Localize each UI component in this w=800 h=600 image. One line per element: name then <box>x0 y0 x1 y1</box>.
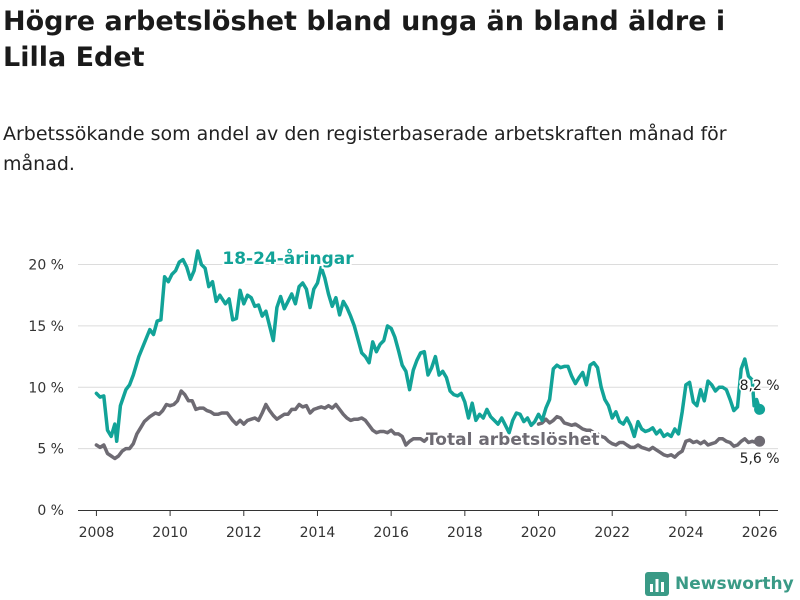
x-tick-label: 2026 <box>742 525 778 541</box>
series-line-total <box>94 389 452 461</box>
series-label-youth: 18-24-åringar <box>222 247 354 269</box>
brand-logo: Newsworthy <box>645 570 794 598</box>
x-axis-ticks: 2008 2010 2012 2014 2016 2018 2020 2022 2024 2026 <box>79 510 778 541</box>
y-tick-label: 5 % <box>37 442 64 458</box>
x-tick-label: 2010 <box>152 525 188 541</box>
end-marker-total <box>754 435 766 447</box>
brand-name: Newsworthy <box>675 574 794 594</box>
x-tick-label: 2012 <box>226 525 262 541</box>
y-tick-label: 0 % <box>37 503 64 519</box>
end-marker-youth <box>754 403 766 415</box>
x-tick-label: 2022 <box>594 525 630 541</box>
y-tick-label: 10 % <box>28 380 64 396</box>
series-line-total-continued <box>536 414 762 459</box>
y-tick-label: 20 % <box>28 258 64 274</box>
series-lines <box>94 249 766 461</box>
x-tick-label: 2018 <box>447 525 483 541</box>
end-value-label-youth: 8,2 % <box>740 378 780 394</box>
x-tick-label: 2016 <box>373 525 409 541</box>
y-axis-ticks: 0 % 5 % 10 % 15 % 20 % <box>28 258 64 519</box>
series-labels: 18-24-åringar Total arbetslöshet 8,2 % 5… <box>220 245 781 469</box>
x-tick-label: 2014 <box>300 525 336 541</box>
series-line-youth <box>94 249 762 444</box>
gridlines <box>78 264 778 450</box>
x-tick-label: 2024 <box>668 525 704 541</box>
newsworthy-logo-icon <box>645 572 669 596</box>
x-tick-label: 2008 <box>79 525 115 541</box>
x-tick-label: 2020 <box>521 525 557 541</box>
end-value-label-total: 5,6 % <box>740 451 780 467</box>
series-label-total: Total arbetslöshet <box>426 430 600 450</box>
y-tick-label: 15 % <box>28 319 64 335</box>
page-subtitle: Arbetssökande som andel av den registerb… <box>3 123 727 175</box>
page-title: Högre arbetslöshet bland unga än bland ä… <box>3 6 726 73</box>
